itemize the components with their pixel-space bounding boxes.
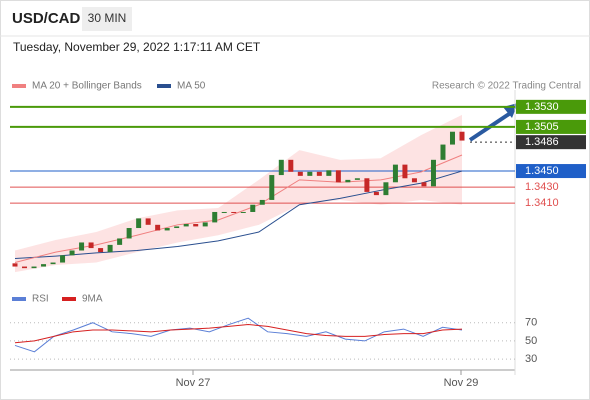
y-tick-label: 30 [525, 353, 537, 365]
candle [259, 199, 265, 205]
candle [411, 178, 417, 183]
level-box [516, 164, 586, 179]
candle [383, 182, 389, 196]
y-tick-label: 50 [525, 335, 537, 347]
level-label: 1.3505 [525, 121, 559, 133]
candle [31, 266, 37, 269]
legend-swatch [12, 297, 26, 301]
candle [278, 159, 284, 176]
candle [231, 211, 237, 213]
candle [430, 159, 436, 187]
level-box [516, 119, 586, 134]
candle [155, 224, 161, 231]
candle [98, 248, 104, 253]
candle [136, 218, 142, 229]
candle [440, 144, 446, 160]
candle [193, 224, 199, 227]
candle [41, 264, 47, 267]
y-tick-label: 70 [525, 317, 537, 329]
candle [117, 238, 123, 245]
candle [402, 164, 408, 179]
candle [221, 211, 227, 213]
level-label: 1.3410 [525, 197, 559, 209]
candle [107, 244, 113, 253]
candle [50, 262, 56, 265]
candle [12, 263, 18, 267]
candle [240, 211, 246, 213]
credit: Research © 2022 Trading Central [432, 81, 581, 92]
candle [326, 170, 332, 176]
candle [69, 250, 75, 256]
legend-label: MA 50 [177, 81, 206, 92]
candle [145, 218, 151, 225]
candle [345, 179, 351, 183]
candle [60, 255, 66, 263]
candle [364, 178, 370, 192]
indicator-line [14, 317, 463, 353]
candle [316, 171, 322, 176]
candle [335, 170, 341, 183]
candle [288, 159, 294, 172]
candle [183, 224, 189, 227]
legend-label: MA 20 + Bollinger Bands [32, 81, 142, 92]
candle [126, 228, 132, 239]
candle [164, 228, 170, 231]
level-label: 1.3450 [525, 165, 559, 177]
candle [22, 266, 28, 269]
candle [79, 242, 85, 251]
legend-swatch [157, 84, 171, 88]
candle [449, 131, 455, 145]
timeframe-badge [82, 7, 132, 31]
candle [373, 191, 379, 196]
level-label: 1.3430 [525, 181, 559, 193]
candle [212, 211, 218, 223]
indicator-line [14, 324, 463, 344]
legend-label: 9MA [82, 294, 103, 305]
candle [421, 182, 427, 187]
candle [88, 242, 94, 249]
level-box [516, 135, 586, 150]
candle [307, 171, 313, 176]
legend-swatch [12, 84, 26, 88]
x-tick-label: Nov 29 [444, 377, 479, 389]
timeframe: 30 MIN [88, 11, 127, 25]
candle [354, 178, 360, 180]
candle [392, 164, 398, 183]
candle [459, 131, 465, 141]
candle [202, 222, 208, 227]
candle [174, 226, 180, 229]
candle [297, 171, 303, 176]
candle [250, 204, 256, 212]
level-label: 1.3530 [525, 101, 559, 113]
candle [269, 175, 275, 200]
symbol: USD/CAD [12, 10, 81, 27]
legend-label: RSI [32, 294, 49, 305]
datetime: Tuesday, November 29, 2022 1:17:11 AM CE… [13, 40, 261, 54]
legend-swatch [62, 297, 76, 301]
level-box [516, 99, 586, 114]
x-tick-label: Nov 27 [176, 377, 211, 389]
level-label: 1.3486 [525, 136, 559, 148]
